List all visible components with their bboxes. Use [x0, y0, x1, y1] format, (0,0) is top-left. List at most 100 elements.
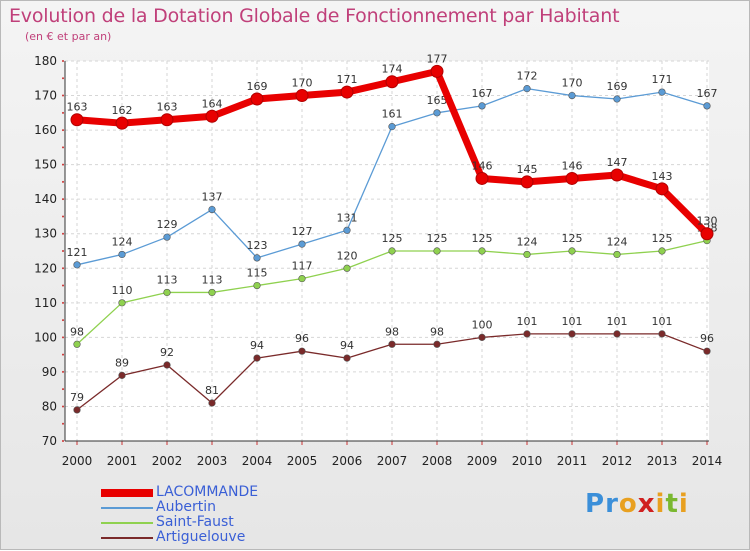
- data-point-aubertin: [163, 233, 171, 241]
- x-tick-label: 2005: [287, 454, 318, 468]
- data-point-aubertin: [478, 102, 486, 110]
- data-point-aubertin: [73, 261, 81, 269]
- data-point-artiguelouve: [73, 406, 81, 414]
- data-label-artiguelouve: 100: [472, 318, 493, 331]
- y-minor-tick: [62, 198, 64, 201]
- data-point-lacommande: [205, 109, 219, 123]
- data-point-artiguelouve: [208, 399, 216, 407]
- data-label-artiguelouve: 101: [517, 315, 538, 328]
- data-label-saint-faust: 125: [382, 232, 403, 245]
- legend-swatch: [101, 522, 153, 524]
- data-point-artiguelouve: [478, 333, 486, 341]
- data-label-lacommande: 177: [427, 52, 448, 65]
- data-label-artiguelouve: 96: [295, 332, 309, 345]
- data-point-saint-faust: [163, 288, 171, 297]
- data-point-lacommande: [655, 182, 669, 196]
- x-tick-label: 2010: [512, 454, 543, 468]
- data-label-aubertin: 167: [472, 87, 493, 100]
- data-label-artiguelouve: 79: [70, 391, 84, 404]
- data-point-lacommande: [295, 89, 309, 103]
- x-tick-label: 2013: [647, 454, 678, 468]
- y-minor-tick: [62, 422, 64, 425]
- legend-label: Artiguelouve: [156, 529, 246, 545]
- data-point-saint-faust: [658, 247, 666, 255]
- data-point-aubertin: [253, 254, 261, 262]
- data-point-artiguelouve: [118, 371, 126, 379]
- data-label-lacommande: 145: [517, 163, 538, 176]
- y-tick-label: 180: [34, 54, 57, 68]
- y-minor-tick: [62, 163, 64, 166]
- y-tick-label: 170: [34, 89, 57, 103]
- y-tick-label: 120: [34, 261, 57, 275]
- logo-letter: r: [605, 489, 619, 519]
- x-tick-label: 2011: [557, 454, 588, 468]
- x-tick-label: 2003: [197, 454, 228, 468]
- logo-letter: x: [637, 489, 656, 519]
- data-label-lacommande: 130: [697, 215, 718, 228]
- data-label-saint-faust: 125: [472, 232, 493, 245]
- data-point-artiguelouve: [253, 354, 261, 362]
- y-tick-label: 160: [34, 123, 57, 137]
- data-label-artiguelouve: 89: [115, 356, 129, 369]
- logo-letter: i: [655, 489, 666, 519]
- data-point-lacommande: [520, 175, 534, 189]
- legend-label: Aubertin: [156, 499, 216, 515]
- y-tick-label: 100: [34, 330, 57, 344]
- data-point-aubertin: [433, 109, 441, 117]
- data-point-aubertin: [613, 95, 621, 103]
- data-point-lacommande: [115, 116, 129, 130]
- data-point-aubertin: [118, 250, 126, 259]
- data-label-artiguelouve: 96: [700, 332, 714, 345]
- data-label-artiguelouve: 101: [652, 315, 673, 328]
- data-point-artiguelouve: [568, 330, 576, 338]
- logo-letter: P: [585, 489, 606, 519]
- data-point-lacommande: [385, 75, 399, 89]
- y-minor-tick: [62, 111, 64, 114]
- data-point-aubertin: [703, 102, 711, 110]
- data-point-artiguelouve: [388, 340, 396, 348]
- data-label-aubertin: 167: [697, 87, 718, 100]
- data-label-artiguelouve: 94: [250, 339, 264, 352]
- data-label-saint-faust: 110: [112, 284, 133, 297]
- data-point-saint-faust: [568, 247, 576, 255]
- x-tick-label: 2004: [242, 454, 273, 468]
- legend-swatch: [101, 507, 153, 509]
- y-minor-tick: [62, 319, 64, 322]
- data-label-lacommande: 164: [202, 97, 223, 110]
- data-point-saint-faust: [343, 264, 351, 272]
- legend-label: Saint-Faust: [156, 514, 234, 530]
- data-label-lacommande: 147: [607, 156, 628, 169]
- y-minor-tick: [62, 180, 64, 183]
- data-label-saint-faust: 113: [202, 273, 223, 286]
- data-point-artiguelouve: [343, 354, 351, 362]
- x-tick-label: 2009: [467, 454, 498, 468]
- data-point-artiguelouve: [163, 361, 171, 369]
- data-label-saint-faust: 120: [337, 249, 358, 262]
- data-point-lacommande: [610, 168, 624, 182]
- legend-label: LACOMMANDE: [156, 484, 259, 500]
- data-label-saint-faust: 124: [607, 235, 628, 248]
- data-label-artiguelouve: 101: [562, 315, 583, 328]
- data-point-saint-faust: [523, 250, 531, 259]
- data-label-saint-faust: 124: [517, 235, 538, 248]
- y-minor-tick: [62, 388, 64, 391]
- y-minor-tick: [62, 129, 64, 132]
- data-label-saint-faust: 117: [292, 260, 313, 273]
- data-point-aubertin: [523, 85, 531, 93]
- logo-letter: o: [618, 489, 638, 519]
- data-label-aubertin: 169: [607, 80, 628, 93]
- data-label-saint-faust: 125: [652, 232, 673, 245]
- data-label-aubertin: 172: [517, 70, 538, 83]
- data-point-lacommande: [250, 92, 264, 106]
- y-minor-tick: [62, 232, 64, 235]
- data-label-artiguelouve: 98: [385, 325, 399, 338]
- data-point-lacommande: [340, 85, 354, 99]
- data-label-aubertin: 161: [382, 108, 403, 121]
- data-point-artiguelouve: [298, 347, 306, 355]
- data-label-lacommande: 163: [67, 101, 88, 114]
- y-minor-tick: [62, 336, 64, 339]
- data-point-saint-faust: [298, 275, 306, 283]
- data-label-saint-faust: 113: [157, 273, 178, 286]
- plot-area: [65, 61, 709, 441]
- data-label-aubertin: 127: [292, 225, 313, 238]
